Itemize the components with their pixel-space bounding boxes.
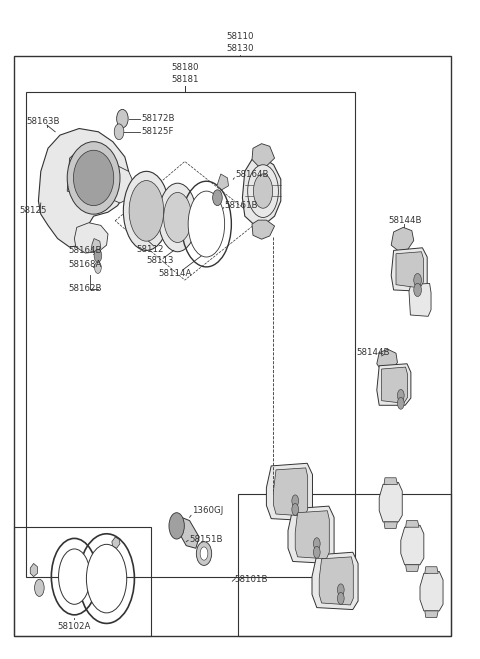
Polygon shape bbox=[108, 163, 134, 203]
Polygon shape bbox=[425, 611, 438, 617]
Ellipse shape bbox=[253, 174, 273, 208]
Ellipse shape bbox=[123, 171, 169, 250]
Polygon shape bbox=[252, 144, 275, 166]
Ellipse shape bbox=[313, 546, 320, 558]
Text: 58161B: 58161B bbox=[225, 201, 258, 210]
Ellipse shape bbox=[397, 397, 404, 409]
Text: 58144B: 58144B bbox=[356, 348, 390, 357]
Ellipse shape bbox=[337, 584, 344, 596]
Ellipse shape bbox=[59, 549, 90, 604]
Text: 1360GJ: 1360GJ bbox=[192, 506, 223, 515]
Polygon shape bbox=[288, 506, 334, 563]
Polygon shape bbox=[112, 537, 120, 548]
Polygon shape bbox=[377, 364, 411, 405]
Polygon shape bbox=[274, 468, 308, 516]
Ellipse shape bbox=[313, 538, 320, 550]
Polygon shape bbox=[74, 223, 108, 253]
Text: 58151B: 58151B bbox=[190, 534, 223, 544]
Polygon shape bbox=[67, 145, 116, 196]
Ellipse shape bbox=[397, 389, 404, 401]
Ellipse shape bbox=[196, 542, 212, 565]
Text: 58180: 58180 bbox=[171, 63, 199, 72]
Text: 58102A: 58102A bbox=[58, 621, 91, 631]
Text: 58172B: 58172B bbox=[142, 114, 175, 123]
Ellipse shape bbox=[129, 181, 164, 241]
Polygon shape bbox=[91, 239, 101, 252]
Ellipse shape bbox=[169, 513, 184, 539]
Ellipse shape bbox=[73, 150, 114, 206]
Text: 58101B: 58101B bbox=[234, 575, 268, 585]
Polygon shape bbox=[420, 571, 443, 611]
Ellipse shape bbox=[414, 273, 421, 287]
Polygon shape bbox=[295, 511, 329, 559]
Polygon shape bbox=[266, 463, 312, 521]
Ellipse shape bbox=[292, 495, 299, 507]
Ellipse shape bbox=[164, 192, 192, 243]
Ellipse shape bbox=[292, 503, 299, 515]
Polygon shape bbox=[38, 129, 129, 247]
Ellipse shape bbox=[35, 579, 44, 596]
Ellipse shape bbox=[337, 592, 344, 604]
Bar bbox=[238, 494, 451, 636]
Text: 58181: 58181 bbox=[171, 75, 199, 84]
Text: 58163B: 58163B bbox=[26, 117, 60, 127]
Ellipse shape bbox=[86, 544, 127, 613]
Polygon shape bbox=[406, 521, 419, 527]
Text: 58164B: 58164B bbox=[235, 170, 269, 179]
Ellipse shape bbox=[158, 183, 197, 252]
Text: 58125F: 58125F bbox=[142, 127, 174, 136]
Polygon shape bbox=[379, 482, 402, 522]
Text: 58114A: 58114A bbox=[158, 269, 192, 278]
Polygon shape bbox=[312, 552, 358, 610]
Polygon shape bbox=[242, 157, 281, 224]
Text: 58168A: 58168A bbox=[68, 260, 102, 270]
Polygon shape bbox=[382, 367, 408, 403]
Ellipse shape bbox=[414, 283, 421, 297]
Text: 58112: 58112 bbox=[137, 244, 164, 254]
Text: 58125: 58125 bbox=[19, 206, 47, 215]
Text: 58162B: 58162B bbox=[68, 284, 102, 293]
Polygon shape bbox=[30, 563, 37, 577]
Ellipse shape bbox=[114, 124, 124, 140]
Ellipse shape bbox=[117, 109, 128, 128]
Polygon shape bbox=[401, 525, 424, 565]
Ellipse shape bbox=[188, 191, 225, 257]
Polygon shape bbox=[217, 174, 228, 190]
Polygon shape bbox=[391, 248, 427, 291]
Polygon shape bbox=[409, 283, 431, 316]
Polygon shape bbox=[425, 567, 438, 573]
Polygon shape bbox=[384, 522, 397, 529]
Polygon shape bbox=[406, 565, 419, 571]
Text: 58110: 58110 bbox=[226, 32, 254, 42]
Polygon shape bbox=[377, 349, 397, 373]
Polygon shape bbox=[177, 517, 199, 548]
Text: 58164B: 58164B bbox=[68, 246, 102, 255]
Ellipse shape bbox=[213, 190, 222, 206]
Ellipse shape bbox=[94, 249, 102, 262]
Text: 58113: 58113 bbox=[146, 256, 174, 265]
Polygon shape bbox=[391, 227, 414, 252]
Ellipse shape bbox=[248, 165, 278, 217]
Ellipse shape bbox=[95, 262, 101, 273]
Text: 58130: 58130 bbox=[226, 44, 254, 53]
Ellipse shape bbox=[200, 547, 208, 560]
Polygon shape bbox=[384, 478, 397, 484]
Bar bbox=[14, 527, 151, 636]
Bar bbox=[26, 92, 355, 577]
Ellipse shape bbox=[67, 142, 120, 214]
Polygon shape bbox=[319, 557, 353, 605]
Polygon shape bbox=[396, 252, 423, 288]
Polygon shape bbox=[252, 220, 275, 239]
Bar bbox=[14, 56, 451, 636]
Text: 58144B: 58144B bbox=[389, 216, 422, 225]
